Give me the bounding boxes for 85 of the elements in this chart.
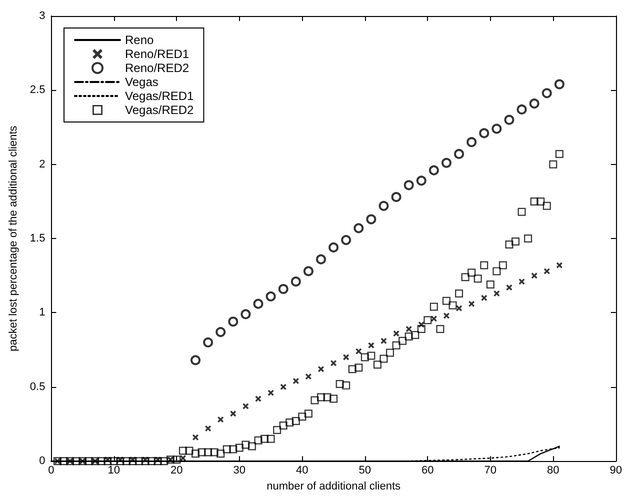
- y-tick-label: 2: [39, 158, 46, 170]
- point: [318, 366, 324, 372]
- point: [378, 200, 389, 211]
- point: [268, 390, 274, 396]
- point: [492, 124, 502, 134]
- x-tick-label: 20: [170, 464, 183, 477]
- point: [544, 268, 550, 274]
- point: [242, 403, 249, 410]
- x-tick-label: 70: [484, 464, 497, 477]
- point: [380, 338, 387, 344]
- point: [218, 416, 224, 423]
- y-tick-label: 0: [39, 455, 46, 468]
- y-tick-label: 2.5: [30, 84, 46, 96]
- x-tick-label: 60: [422, 464, 434, 477]
- point: [428, 165, 439, 176]
- point: [203, 337, 214, 348]
- legend-label: Reno: [125, 33, 154, 47]
- point: [316, 254, 326, 264]
- point: [253, 298, 264, 309]
- point: [554, 79, 564, 90]
- point: [205, 425, 212, 432]
- legend-label: Reno/RED1: [125, 47, 190, 61]
- point: [406, 326, 412, 332]
- point: [518, 278, 525, 285]
- x-axis-title: number of additional clients: [266, 480, 401, 492]
- point: [292, 378, 299, 384]
- point: [454, 148, 464, 159]
- point: [192, 434, 198, 440]
- legend-label: Vegas: [125, 75, 158, 89]
- point: [366, 214, 376, 224]
- point: [531, 272, 538, 279]
- legend-label: Reno/RED2: [125, 61, 190, 75]
- point: [230, 410, 236, 417]
- point: [228, 316, 238, 327]
- point: [305, 374, 312, 380]
- x-tick-label: 0: [48, 464, 54, 477]
- point: [328, 242, 339, 252]
- point: [216, 327, 226, 338]
- x-tick-label: 90: [610, 464, 622, 477]
- point: [303, 266, 314, 276]
- point: [456, 305, 462, 312]
- y-tick-label: 1: [39, 306, 46, 319]
- point: [343, 354, 350, 360]
- point: [240, 309, 251, 320]
- y-tick-label: 0.5: [30, 380, 46, 393]
- point: [556, 262, 562, 268]
- point: [466, 137, 477, 148]
- point: [404, 180, 414, 190]
- point: [54, 458, 60, 464]
- point: [280, 384, 286, 390]
- point: [278, 284, 288, 294]
- point: [443, 312, 450, 319]
- point: [80, 458, 86, 464]
- y-tick-label: 1.5: [30, 232, 46, 245]
- point: [468, 300, 475, 307]
- y-axis-title: packet lost percentage of the additional clients: [8, 125, 20, 352]
- x-tick-label: 80: [547, 464, 560, 477]
- x-tick-label: 50: [358, 464, 372, 477]
- point: [356, 348, 362, 354]
- legend-label: Vegas/RED1: [125, 89, 194, 103]
- point: [529, 98, 540, 109]
- x-tick-label: 10: [108, 464, 120, 477]
- y-tick-label: 3: [39, 10, 46, 22]
- point: [416, 176, 426, 186]
- point: [479, 128, 490, 138]
- point: [430, 316, 437, 322]
- point: [542, 88, 552, 98]
- point: [190, 355, 200, 366]
- point: [266, 291, 276, 302]
- point: [330, 360, 337, 366]
- point: [255, 396, 262, 402]
- point: [494, 290, 500, 296]
- point: [67, 458, 74, 464]
- point: [481, 294, 488, 301]
- point: [341, 235, 352, 246]
- x-tick-label: 30: [233, 464, 246, 477]
- point: [441, 158, 452, 168]
- point: [516, 104, 527, 114]
- point: [354, 223, 364, 234]
- point: [391, 192, 402, 202]
- point: [368, 342, 374, 348]
- x-tick-label: 40: [296, 464, 308, 477]
- legend-label: Vegas/RED2: [125, 103, 194, 117]
- point: [504, 114, 514, 125]
- point: [290, 276, 301, 287]
